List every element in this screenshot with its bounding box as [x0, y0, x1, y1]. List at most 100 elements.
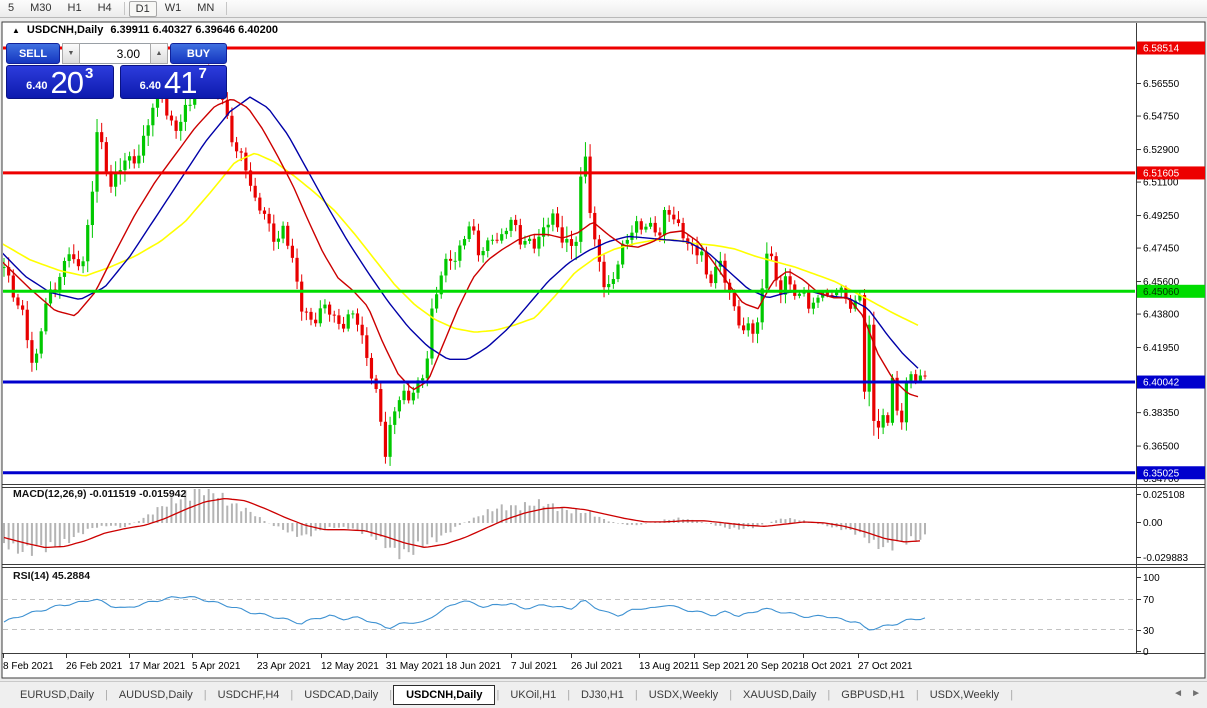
price-tick-label: 6.49250 [1143, 211, 1180, 222]
candle-bearish [695, 245, 699, 256]
candle-bullish [62, 260, 67, 277]
date-tick-label: 20 Sep 2021 [747, 661, 804, 672]
tab-usdcad-daily[interactable]: USDCAD,Daily [304, 689, 379, 701]
candle-bullish [458, 245, 462, 261]
candle-bearish [774, 256, 778, 281]
candle-bullish [425, 358, 429, 379]
candle-bullish [90, 191, 94, 226]
candle-bullish [611, 279, 615, 284]
candle-bullish [797, 293, 802, 296]
candle-bullish [430, 308, 434, 359]
candle-bearish [862, 295, 867, 392]
tab-gbpusd-h1[interactable]: GBPUSD,H1 [841, 689, 905, 701]
price-badge-red [1137, 41, 1205, 55]
price-tick-label: 6.56550 [1143, 79, 1180, 90]
candle-bearish [332, 314, 336, 316]
candle-bullish [700, 251, 704, 256]
timeframe-button-h4[interactable]: H4 [97, 2, 112, 14]
price-tick-label: 6.52900 [1143, 145, 1180, 156]
candle-bullish [67, 254, 71, 261]
tab-ukoil-h1[interactable]: UKOil,H1 [510, 689, 557, 701]
candle-bearish [165, 97, 169, 116]
volume-increase-button[interactable]: ▲ [150, 43, 168, 64]
candle-bullish [537, 236, 541, 249]
candle-bearish [872, 324, 876, 421]
candle-bullish [509, 219, 513, 231]
candle-bearish [769, 253, 774, 257]
candle-bearish [30, 340, 34, 363]
candle-bearish [248, 170, 253, 186]
candle-bearish [328, 304, 332, 315]
timeframe-button-m30[interactable]: M30 [30, 2, 52, 14]
sell-price-panel[interactable]: 6.40 20 3 [6, 65, 114, 99]
price-tick-label: 6.34700 [1143, 474, 1180, 485]
candle-bearish [225, 99, 229, 116]
candle-bearish [593, 212, 597, 240]
candle-bullish [635, 221, 639, 233]
candle-bullish [95, 132, 99, 192]
tab-usdchf-h4[interactable]: USDCHF,H4 [217, 689, 280, 701]
chart-tabs: EURUSD,Daily | AUDUSD,Daily | USDCHF,H4 | USDC… [0, 684, 1014, 705]
sell-price-big: 20 [50, 65, 84, 100]
candle-bearish [597, 239, 601, 262]
candle-bearish [732, 292, 736, 307]
candle-bearish [472, 226, 476, 231]
macd-tick-label: 0.00 [1143, 518, 1163, 529]
rsi-tick-label: 100 [1143, 573, 1160, 584]
macd-indicator-label: MACD(12,26,9) -0.011519 -0.015942 [13, 488, 187, 500]
date-tick-label: 13 Aug 2021 [639, 661, 696, 672]
rsi-indicator-label: RSI(14) 45.2884 [13, 570, 91, 582]
tab-dj30-h1[interactable]: DJ30,H1 [581, 689, 624, 701]
timeframe-button-mn[interactable]: MN [197, 2, 215, 14]
price-tick-label: 6.41950 [1143, 343, 1180, 354]
toolbar-separator [226, 2, 228, 15]
candle-bullish [434, 294, 439, 309]
tab-separator: | [104, 689, 108, 701]
buy-button[interactable]: BUY [170, 43, 227, 64]
price-tick-label: 6.43800 [1143, 310, 1180, 321]
volume-input[interactable]: 3.00 [80, 43, 150, 64]
tab-scroll-left-icon[interactable]: ◄ [1173, 688, 1183, 699]
chart-symbol-label: USDCNH,Daily [26, 24, 104, 36]
tab-separator: | [729, 689, 733, 701]
tab-usdcnh-daily[interactable]: USDCNH,Daily [393, 684, 496, 705]
tab-eurusd-daily[interactable]: EURUSD,Daily [20, 689, 94, 701]
candle-bearish [876, 420, 881, 428]
candle-bearish [476, 230, 481, 256]
buy-price-panel[interactable]: 6.40 41 7 [119, 65, 227, 99]
tab-usdx-weekly[interactable]: USDX,Weekly [929, 689, 1000, 701]
candle-bullish [318, 308, 322, 324]
timeframe-button-h1[interactable]: H1 [67, 2, 82, 14]
candle-bearish [825, 292, 829, 295]
candle-bearish [314, 319, 318, 324]
tab-xauusd-daily[interactable]: XAUUSD,Daily [743, 689, 817, 701]
candle-bullish [835, 292, 839, 296]
tab-separator: | [915, 689, 919, 701]
candle-bullish [48, 289, 53, 304]
sell-button[interactable]: SELL [6, 43, 60, 64]
collapse-arrow-icon[interactable]: ▲ [12, 25, 20, 35]
date-tick-label: 26 Feb 2021 [66, 661, 123, 672]
date-tick-label: 27 Oct 2021 [858, 661, 913, 672]
tab-scroll-right-icon[interactable]: ► [1191, 688, 1201, 699]
timeframe-button-d1[interactable]: D1 [128, 0, 157, 17]
candle-bullish [574, 241, 578, 246]
volume-decrease-button[interactable]: ▼ [62, 43, 80, 64]
candle-bullish [127, 156, 132, 161]
candle-bearish [681, 223, 685, 239]
candle-bearish [653, 222, 657, 233]
candle-bearish [788, 276, 792, 285]
candle-bearish [848, 298, 853, 309]
price-tick-label: 6.45600 [1143, 277, 1180, 288]
timeframe-button-5[interactable]: 5 [8, 2, 15, 14]
timeframe-button-w1[interactable]: W1 [164, 2, 182, 14]
candle-bearish [914, 374, 918, 381]
price-badge-blue [1137, 466, 1205, 480]
tab-audusd-daily[interactable]: AUDUSD,Daily [118, 689, 193, 701]
candle-bullish [183, 104, 188, 122]
tab-usdx-weekly[interactable]: USDX,Weekly [648, 689, 719, 701]
candle-bearish [253, 185, 257, 198]
candle-bearish [100, 132, 104, 143]
rsi-line [3, 596, 926, 631]
sell-price-sup: 3 [85, 65, 94, 82]
